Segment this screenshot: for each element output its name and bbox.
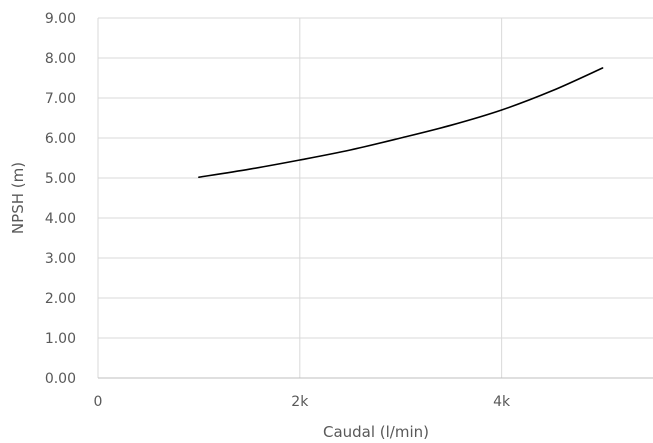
y-tick-label: 7.00: [45, 91, 76, 107]
x-axis-ticks: 0 2k 4k: [94, 394, 511, 410]
y-tick-label: 5.00: [45, 171, 76, 187]
y-axis-label: NPSH (m): [9, 162, 27, 234]
y-axis-ticks: 0.00 1.00 2.00 3.00 4.00 5.00 6.00 7.00 8.00 9.00: [45, 11, 76, 387]
npsh-series-line: [198, 67, 604, 178]
y-tick-label: 6.00: [45, 131, 76, 147]
x-tick-label: 0: [94, 394, 103, 410]
y-tick-label: 2.00: [45, 291, 76, 307]
y-tick-label: 9.00: [45, 11, 76, 27]
grid-lines: [97, 17, 653, 379]
x-tick-label: 4k: [493, 394, 511, 410]
y-tick-label: 0.00: [45, 371, 76, 387]
x-tick-label: 2k: [291, 394, 309, 410]
plot-area: [198, 67, 604, 178]
x-axis-label: Caudal (l/min): [323, 423, 429, 441]
y-tick-label: 1.00: [45, 331, 76, 347]
y-tick-label: 3.00: [45, 251, 76, 267]
y-tick-label: 4.00: [45, 211, 76, 227]
y-tick-label: 8.00: [45, 51, 76, 67]
